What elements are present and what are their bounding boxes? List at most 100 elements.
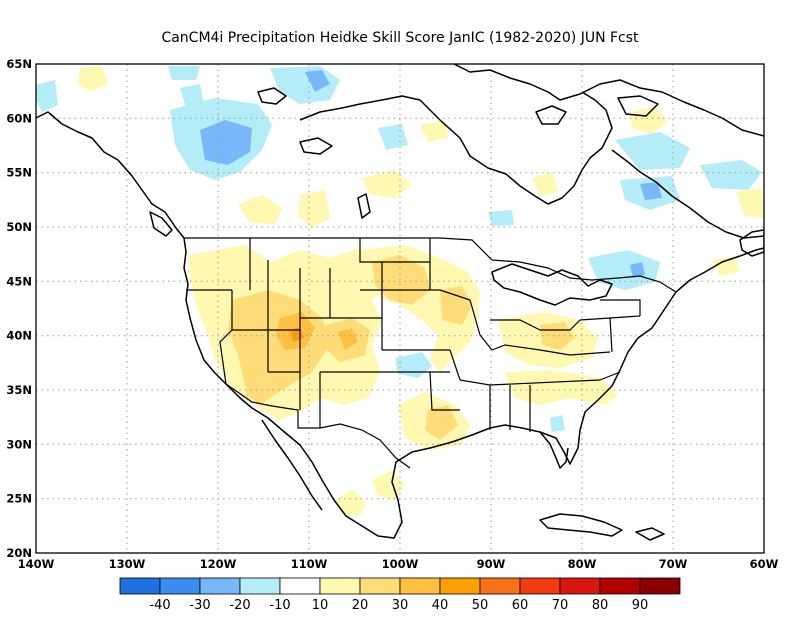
great-slave-lake-shore <box>299 137 333 155</box>
lake-winnipeg-shore <box>357 193 371 219</box>
colorbar-swatch <box>239 577 281 595</box>
positive-skill-area-bc-interior <box>238 195 282 225</box>
colorbar-swatches <box>119 577 681 595</box>
lat-label-50n: 50N <box>6 220 32 234</box>
hispaniola-coastline <box>635 527 665 541</box>
negative-skill-area-alaska <box>36 80 58 112</box>
vancouver-island-coastline <box>149 211 173 237</box>
colorbar-label: 40 <box>432 598 449 613</box>
negative-skill-area-florida <box>550 415 565 432</box>
map-panel <box>35 63 765 554</box>
colorbar-label: 80 <box>592 598 609 613</box>
positive-skill-area-alaska-south <box>78 66 108 92</box>
lat-label-60n: 60N <box>6 111 32 125</box>
colorbar-swatch <box>559 577 601 595</box>
positive-skill-area-maritimes <box>712 256 740 276</box>
negative-skill-area-yukon-core <box>200 120 252 165</box>
moderate-skill-area-ohio <box>540 322 575 350</box>
colorbar-swatch <box>319 577 361 595</box>
moderate-skill-area-dakotas <box>372 255 430 305</box>
colorbar-swatch <box>279 577 321 595</box>
colorbar-labels: -40 -30 -20 -10 10 20 30 40 50 60 70 80 … <box>149 598 648 613</box>
colorbar-swatch <box>399 577 441 595</box>
colorbar-swatch <box>359 577 401 595</box>
negative-skill-area-labrador-core <box>640 182 662 200</box>
graticule <box>36 64 764 553</box>
colorbar-label: -30 <box>189 598 210 613</box>
labrador-coastline <box>611 149 764 239</box>
state-lines-west <box>186 238 383 428</box>
negative-skill-area-baffin <box>700 160 762 190</box>
lon-label-110w: 110W <box>291 557 328 571</box>
arctic-islands-coastline <box>453 64 764 137</box>
lat-label-35n: 35N <box>6 383 32 397</box>
lat-label-20n: 20N <box>6 546 32 560</box>
negative-skill-area-pacific <box>180 84 204 108</box>
lon-label-130w: 130W <box>109 557 146 571</box>
colorbar-swatch <box>439 577 481 595</box>
colorbar-label: -40 <box>149 598 170 613</box>
lat-label-40n: 40N <box>6 329 32 343</box>
state-lines-east <box>489 299 641 432</box>
lat-label-55n: 55N <box>6 166 32 180</box>
us-canada-border <box>184 237 677 293</box>
positive-skill-area-prairies <box>298 190 330 228</box>
lon-label-90w: 90W <box>477 557 506 571</box>
hudson-bay-coastline <box>439 91 613 205</box>
map-frame <box>35 63 765 554</box>
lon-label-100w: 100W <box>382 557 419 571</box>
colorbar: -40 -30 -20 -10 10 20 30 40 50 60 70 80 … <box>119 577 681 613</box>
gulf-of-california-coastline <box>261 419 323 511</box>
positive-skill-area-ungava <box>630 106 668 134</box>
colorbar-label: -20 <box>229 598 250 613</box>
baffin-island-coastline <box>617 95 659 117</box>
colorbar-swatch <box>199 577 241 595</box>
moderate-skill-area-texas <box>425 405 458 440</box>
colorbar-label: 50 <box>472 598 489 613</box>
colorbar-label: -10 <box>269 598 290 613</box>
colorbar-swatch <box>479 577 521 595</box>
north-america-coastline <box>36 111 764 539</box>
florida-coastline <box>539 431 569 469</box>
great-lakes-shores <box>491 263 613 306</box>
colorbar-label: 30 <box>392 598 409 613</box>
colorbar-label: 70 <box>552 598 569 613</box>
lon-label-70w: 70W <box>659 557 688 571</box>
moderate-skill-area-iowa <box>440 286 472 325</box>
longitude-axis-labels: 140W 130W 120W 110W 100W 90W 80W 70W 60W <box>18 557 779 571</box>
colorbar-label: 20 <box>352 598 369 613</box>
lon-label-80w: 80W <box>568 557 597 571</box>
lat-label-30n: 30N <box>6 437 32 451</box>
negative-skill-area-newfoundland <box>488 210 514 226</box>
colorbar-label: 60 <box>512 598 529 613</box>
cuba-coastline <box>539 513 623 537</box>
map-title: CanCM4i Precipitation Heidke Skill Score… <box>161 30 639 46</box>
arctic-coastline <box>299 95 441 121</box>
colorbar-swatch <box>119 577 161 595</box>
lon-label-60w: 60W <box>750 557 779 571</box>
high-skill-area-colorado <box>338 328 358 350</box>
positive-skill-area-southeast <box>505 370 618 405</box>
colorbar-swatch <box>519 577 561 595</box>
negative-skill-area-great-lakes-core <box>630 262 645 278</box>
southampton-island-coastline <box>535 105 567 125</box>
great-bear-lake-shore <box>257 87 287 105</box>
negative-skill-area-arctic-core <box>305 70 330 92</box>
newfoundland-coastline <box>739 229 764 257</box>
positive-skill-area-labrador <box>736 188 764 218</box>
colorbar-label: 10 <box>312 598 329 613</box>
positive-skill-area-gulf-coast <box>372 470 405 500</box>
lon-label-140w: 140W <box>18 557 55 571</box>
colorbar-swatch <box>639 577 681 595</box>
positive-skill-area-mexico <box>335 490 366 516</box>
negative-skill-area-great-lakes <box>588 250 660 290</box>
lat-label-25n: 25N <box>6 492 32 506</box>
colorbar-label: 90 <box>632 598 649 613</box>
positive-skill-area-james-bay <box>420 120 448 142</box>
moderate-skill-area-arizona <box>246 370 278 405</box>
positive-skill-area-quebec <box>532 172 558 196</box>
lat-label-65n: 65N <box>6 57 32 71</box>
coastlines-and-borders <box>36 64 764 541</box>
latitude-axis-labels: 65N 60N 55N 50N 45N 40N 35N 30N 25N 20N <box>6 57 32 560</box>
